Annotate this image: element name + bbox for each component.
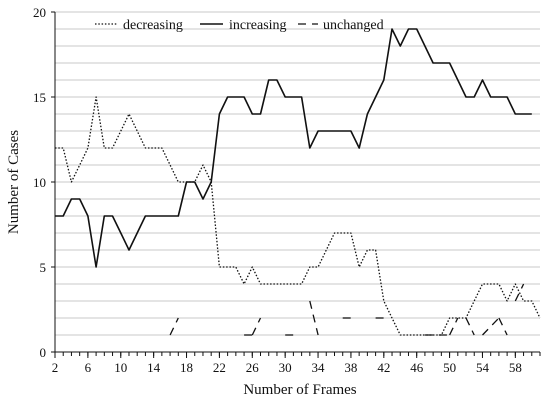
x-tick-label: 54 — [476, 360, 490, 375]
y-tick-label: 0 — [40, 345, 47, 360]
y-axis-title: Number of Cases — [6, 130, 22, 234]
x-tick-label: 46 — [410, 360, 424, 375]
x-tick-label: 10 — [114, 360, 127, 375]
series-lines — [55, 28, 541, 336]
series-segment-unchanged — [169, 317, 179, 336]
series-segment-unchanged — [465, 317, 475, 336]
x-tick-label: 38 — [344, 360, 357, 375]
series-segment-unchanged — [449, 317, 459, 336]
series-line-increasing — [55, 28, 532, 268]
x-tick-label: 34 — [312, 360, 326, 375]
x-tick-label: 42 — [377, 360, 390, 375]
x-tick-label: 58 — [509, 360, 522, 375]
legend-label-unchanged: unchanged — [323, 18, 384, 33]
x-tick-label: 22 — [213, 360, 226, 375]
series-segment-unchanged — [514, 283, 525, 302]
legend: decreasing increasing unchanged — [95, 18, 384, 33]
y-tick-label: 5 — [40, 260, 47, 275]
gridlines — [55, 11, 540, 336]
x-tick-label: 18 — [180, 360, 193, 375]
series-segment-unchanged — [309, 300, 319, 336]
x-tick-label: 26 — [246, 360, 260, 375]
x-tick-label: 30 — [279, 360, 292, 375]
series-line-decreasing — [55, 96, 541, 336]
y-tick-label: 15 — [33, 90, 46, 105]
x-tick-label: 14 — [147, 360, 161, 375]
y-tick-label: 20 — [33, 5, 46, 20]
x-axis-title: Number of Frames — [243, 382, 356, 398]
legend-label-increasing: increasing — [229, 18, 287, 33]
x-tick-label: 2 — [52, 360, 59, 375]
x-tick-label: 6 — [85, 360, 92, 375]
legend-label-decreasing: decreasing — [123, 18, 183, 33]
series-segment-unchanged — [251, 317, 262, 336]
y-tick-label: 10 — [33, 175, 46, 190]
series-segment-unchanged — [482, 317, 500, 336]
series-segment-unchanged — [498, 317, 508, 336]
x-tick-label: 50 — [443, 360, 456, 375]
